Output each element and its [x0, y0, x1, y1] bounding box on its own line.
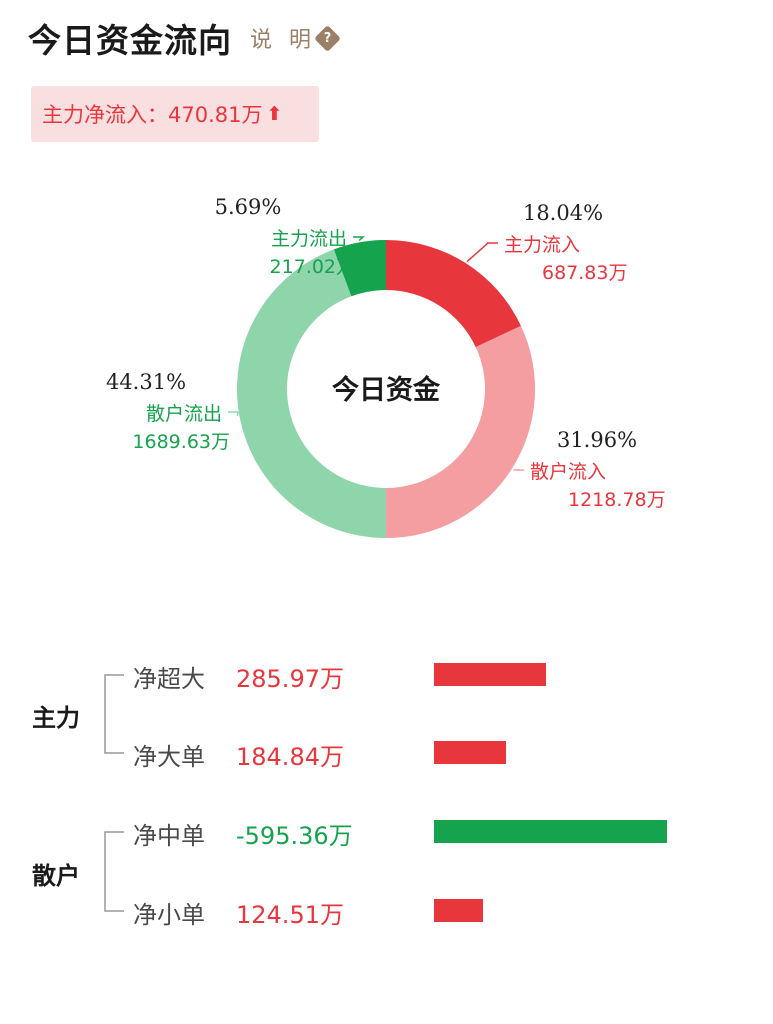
leader-line — [228, 411, 239, 416]
slice-percent-label: 18.04% — [523, 201, 603, 225]
slice-amount-label: 1218.78万 — [568, 489, 666, 511]
net-inflow-badge: 主力净流入：470.81万 ⬆ — [31, 86, 319, 142]
donut-center-label: 今日资金 — [332, 374, 441, 406]
row-value: -595.36万 — [236, 822, 353, 850]
value-bar — [434, 741, 506, 764]
up-arrow-icon: ⬆ — [266, 103, 283, 125]
slice-name-label: 散户流出 — [146, 403, 222, 425]
slice-percent-label: 44.31% — [106, 370, 186, 394]
group-bracket — [104, 831, 124, 912]
slice-amount-label: 1689.63万 — [132, 431, 230, 453]
row-label: 净中单 — [133, 822, 205, 850]
slice-name-label: 主力流入 — [504, 234, 580, 256]
slice-name-label: 主力流出 — [271, 228, 347, 250]
donut-slice — [333, 240, 386, 297]
value-bar — [434, 663, 546, 686]
leader-line — [466, 242, 498, 263]
fund-flow-donut-chart: 18.04% 主力流入 687.83万 31.96% 散户流入 1218.78万 44.31… — [106, 195, 666, 539]
donut-slice — [386, 240, 521, 348]
net-inflow-label: 主力净流入：470.81万 — [42, 103, 263, 127]
row-label: 净超大 — [133, 665, 205, 693]
row-value: 285.97万 — [236, 665, 344, 693]
slice-percent-label: 31.96% — [557, 428, 637, 452]
slice-percent-label: 5.69% — [215, 195, 282, 219]
donut-slice — [386, 325, 536, 538]
row-value: 124.51万 — [236, 901, 344, 929]
slice-amount-label: 217.02万 — [270, 256, 355, 278]
explain-label: 说 明 — [250, 28, 316, 53]
group-bracket — [104, 674, 124, 754]
header: 今日资金流向 说 明 ? — [28, 14, 341, 62]
value-bar — [434, 820, 667, 843]
donut-slice — [237, 249, 386, 539]
row-value: 184.84万 — [236, 743, 344, 771]
slice-name-label: 散户流入 — [530, 461, 606, 483]
value-bar — [434, 899, 483, 922]
slice-amount-label: 687.83万 — [542, 262, 627, 284]
group-label: 散户 — [32, 861, 80, 890]
group-label: 主力 — [32, 704, 80, 732]
page-title: 今日资金流向 — [28, 21, 232, 60]
row-label: 净大单 — [133, 743, 205, 771]
leader-line — [353, 236, 365, 241]
explain-button[interactable]: 说 明 ? — [250, 22, 341, 54]
row-label: 净小单 — [133, 901, 205, 929]
